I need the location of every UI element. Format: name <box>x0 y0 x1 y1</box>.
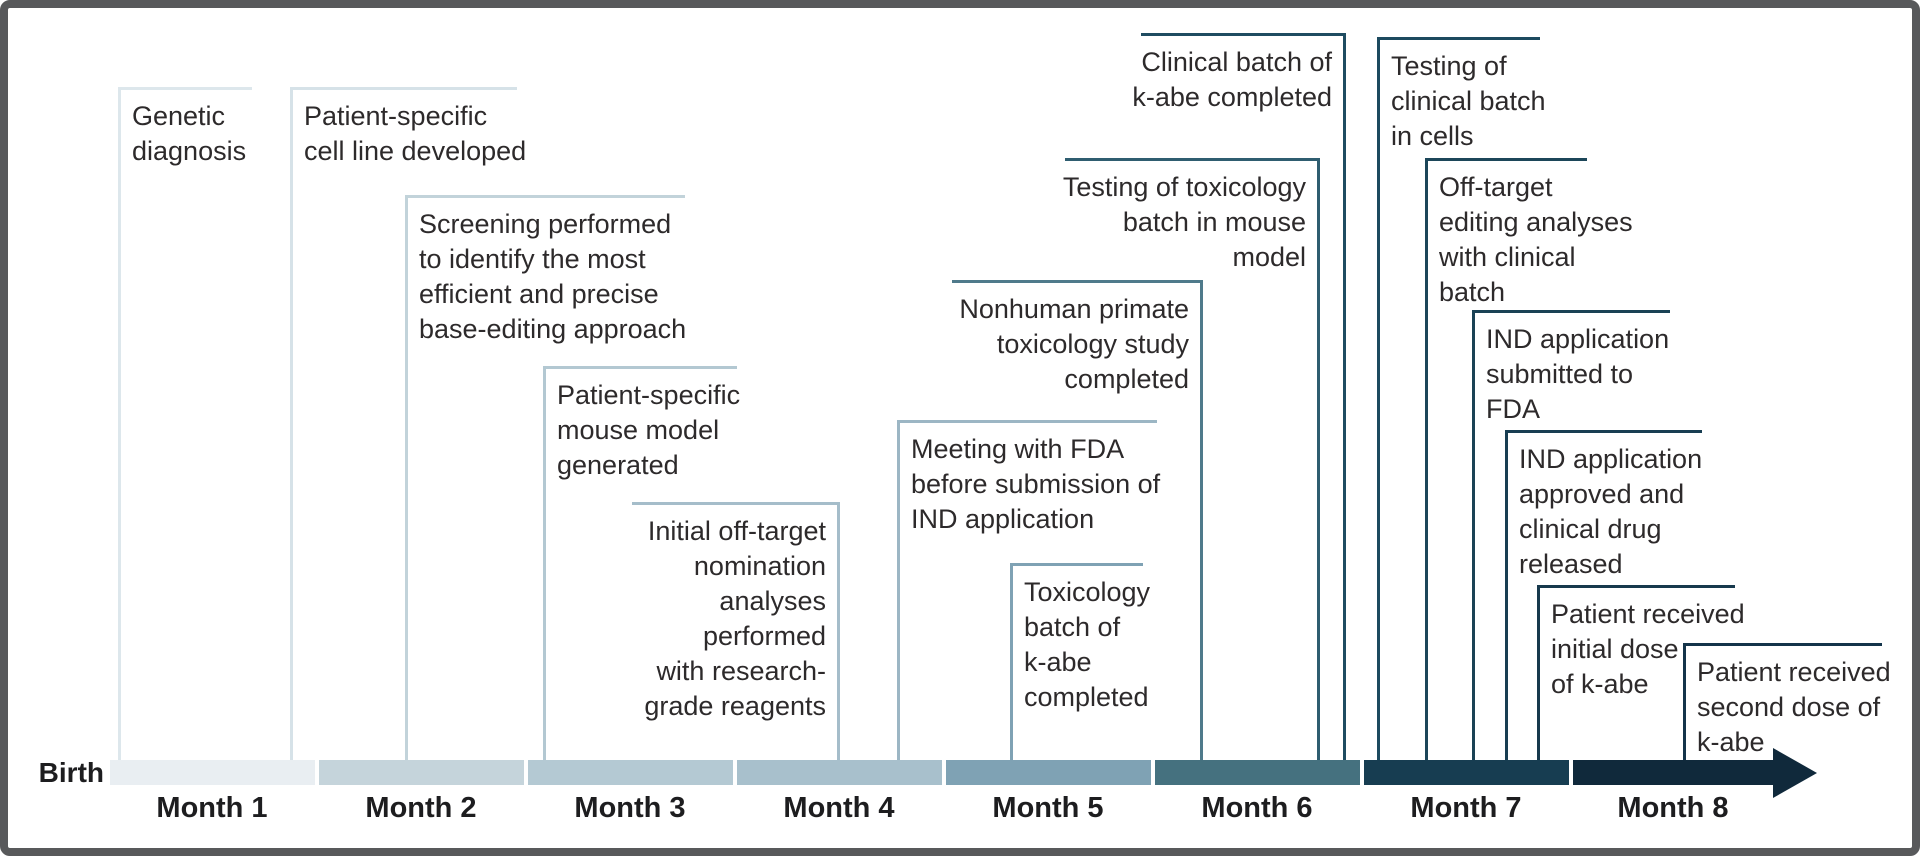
milestone-label: Patient-specific cell line developed <box>304 101 527 166</box>
flag-connector-line <box>1425 158 1428 763</box>
milestone-label: Testing of toxicology batch in mouse mod… <box>1062 172 1306 272</box>
milestone-flag-fda-meeting: Meeting with FDA before submission of IN… <box>897 420 1160 763</box>
month-segment-4 <box>737 760 942 785</box>
flag-connector-line <box>118 87 121 763</box>
flag-connector-line <box>1317 158 1320 763</box>
milestone-flag-ind-submitted: IND application submitted to FDA <box>1472 310 1670 763</box>
month-segment-2 <box>319 760 524 785</box>
month-segment-6 <box>1155 760 1360 785</box>
month-label-6: Month 6 <box>1201 792 1313 824</box>
milestone-flag-offtarget-editing: Off-target editing analyses with clinica… <box>1425 158 1633 763</box>
milestone-flag-initial-dose: Patient received initial dose of k-abe <box>1537 585 1745 763</box>
month-label-4: Month 4 <box>783 792 895 824</box>
month-segment-5 <box>946 760 1151 785</box>
milestone-label: Clinical batch of k-abe completed <box>1132 47 1332 112</box>
month-label-8: Month 8 <box>1617 792 1729 824</box>
milestone-flag-toxicology-batch: Toxicology batch of k-abe completed <box>1010 563 1150 763</box>
milestone-flag-primate-toxicology: Nonhuman primate toxicology study comple… <box>952 280 1203 763</box>
month-label-3: Month 3 <box>574 792 686 824</box>
milestone-label: Initial off-target nomination analyses p… <box>644 516 826 721</box>
milestone-label: Screening performed to identify the most… <box>419 209 687 344</box>
milestone-flag-clinical-batch-cells: Testing of clinical batch in cells <box>1377 37 1546 763</box>
flag-connector-line <box>1472 310 1475 763</box>
flag-connector-line <box>1343 33 1346 763</box>
flag-connector-line <box>543 366 546 763</box>
flag-connector-line <box>837 502 840 763</box>
milestone-flag-cell-line-developed: Patient-specific cell line developed <box>290 87 526 763</box>
flag-connector-line <box>405 195 408 763</box>
flag-connector-line <box>1377 37 1380 763</box>
milestone-label: IND application approved and clinical dr… <box>1519 444 1703 579</box>
month-segment-3 <box>528 760 733 785</box>
month-segment-8 <box>1573 760 1773 785</box>
milestone-flag-ind-approved: IND application approved and clinical dr… <box>1505 430 1702 763</box>
milestone-label: Patient received initial dose of k-abe <box>1551 599 1745 699</box>
milestone-flag-clinical-batch: Clinical batch of k-abe completed <box>1132 33 1346 763</box>
month-label-5: Month 5 <box>992 792 1104 824</box>
milestone-label: IND application submitted to FDA <box>1486 324 1670 424</box>
flag-connector-line <box>1010 563 1013 763</box>
month-segment-7 <box>1364 760 1569 785</box>
flag-connector-line <box>1505 430 1508 763</box>
flag-connector-line <box>1683 643 1686 763</box>
milestone-label: Nonhuman primate toxicology study comple… <box>959 294 1189 394</box>
timeline-arrowhead <box>1773 748 1817 798</box>
milestone-flag-genetic-diagnosis: Genetic diagnosis <box>118 87 252 763</box>
month-segment-1 <box>110 760 315 785</box>
flag-connector-line <box>1200 280 1203 763</box>
milestone-flag-offtarget-nomination: Initial off-target nomination analyses p… <box>632 502 840 763</box>
birth-label: Birth <box>38 757 104 788</box>
milestone-label: Patient received second dose of k-abe <box>1697 657 1891 757</box>
milestone-flag-toxicology-mouse-test: Testing of toxicology batch in mouse mod… <box>1063 158 1320 763</box>
flag-connector-line <box>897 420 900 763</box>
month-label-2: Month 2 <box>365 792 477 824</box>
milestone-label: Off-target editing analyses with clinica… <box>1439 172 1633 307</box>
month-label-1: Month 1 <box>156 792 268 824</box>
milestone-label: Toxicology batch of k-abe completed <box>1024 577 1151 712</box>
milestone-flag-second-dose: Patient received second dose of k-abe <box>1683 643 1891 763</box>
milestone-label: Testing of clinical batch in cells <box>1391 51 1546 151</box>
milestone-label: Patient-specific mouse model generated <box>557 380 741 480</box>
milestone-label: Genetic diagnosis <box>132 101 247 166</box>
flag-connector-line <box>290 87 293 763</box>
milestone-label: Meeting with FDA before submission of IN… <box>911 434 1161 534</box>
flag-connector-line <box>1537 585 1540 763</box>
milestone-flag-mouse-model-generated: Patient-specific mouse model generated <box>543 366 740 763</box>
month-label-7: Month 7 <box>1410 792 1522 824</box>
milestone-flag-screening-performed: Screening performed to identify the most… <box>405 195 686 763</box>
